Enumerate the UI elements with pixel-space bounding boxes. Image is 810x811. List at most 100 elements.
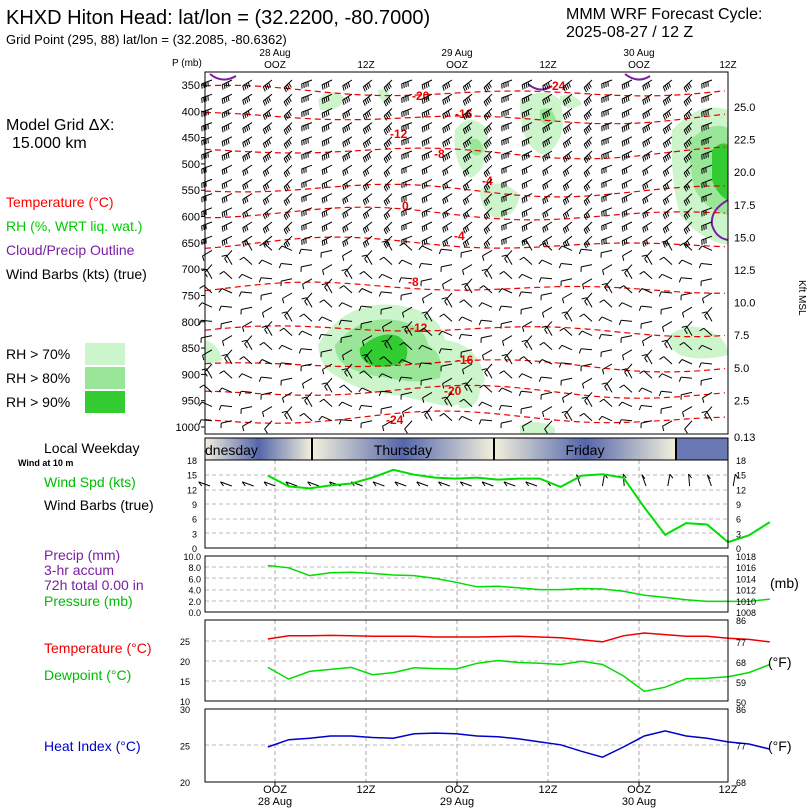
pressure-tick-label: 700 — [182, 264, 200, 276]
wind-barb-flag — [403, 111, 405, 117]
wind-barb-flag — [547, 96, 551, 102]
wind-barb-flag — [344, 240, 347, 246]
wind-barb — [321, 334, 333, 337]
wind-barb-flag — [323, 154, 326, 160]
wind-barb-flag — [586, 212, 591, 218]
wind-barb-flag — [445, 154, 449, 160]
wind-barb — [381, 273, 393, 280]
wind-barb — [461, 349, 473, 353]
wind-barb — [263, 342, 273, 351]
wind-barb-flag — [245, 182, 249, 188]
wind-barb-flag — [503, 125, 505, 131]
wind-barb-flag — [425, 153, 428, 159]
wind-barb — [621, 419, 633, 422]
wind-barb-flag — [345, 154, 349, 160]
wind-barb-flag — [220, 481, 224, 487]
wind-barb-flag — [344, 84, 347, 90]
wind-barb-flag — [364, 258, 368, 264]
wind-barb-flag — [225, 82, 228, 88]
wind-barb-flag — [286, 169, 291, 175]
wind-barb-flag — [645, 154, 649, 160]
wind-barb-flag — [447, 153, 451, 159]
wind-barb-flag — [622, 355, 625, 361]
wind-barb-flag — [327, 124, 330, 130]
top-hour-label: OOZ — [628, 60, 650, 71]
top-hour-label: 12Z — [719, 60, 736, 71]
wind-barb — [626, 368, 633, 379]
wind-barb — [344, 363, 353, 373]
wind-barb-flag — [562, 157, 566, 163]
wind-barb-flag — [268, 125, 271, 131]
wind-barb-flag — [664, 241, 668, 247]
wind-barb-flag — [304, 300, 308, 306]
wind-barb-flag — [462, 129, 466, 135]
wind-barb-flag — [466, 197, 470, 203]
wind-barb — [301, 264, 313, 268]
wind-barb — [301, 363, 313, 367]
wind-barb-flag — [486, 98, 491, 104]
wind-barb-flag — [564, 213, 568, 218]
wind-barb-flag — [625, 111, 628, 117]
wind-barb-flag — [281, 410, 287, 414]
wind-barb-flag — [645, 140, 649, 146]
wind-barb-flag — [706, 474, 711, 480]
wind-barb-flag — [298, 249, 302, 255]
wind-barb-flag — [445, 211, 449, 217]
wind-barb-flag — [623, 197, 626, 203]
wind-barb-flag — [644, 84, 647, 90]
wind-barb-flag — [327, 152, 330, 158]
wind-barb-flag — [218, 405, 222, 411]
isotherm-label: -24 — [548, 79, 566, 93]
wind-barb-flag — [362, 157, 366, 163]
wind-barb-flag — [199, 285, 205, 289]
wind-barb — [503, 481, 516, 487]
wind-barb-flag — [523, 140, 526, 146]
wind-barb-flag — [223, 240, 226, 246]
wind-barb-flag — [668, 139, 671, 145]
precip-frame — [204, 555, 729, 613]
wind-barb — [421, 263, 433, 266]
wind-barb-flag — [368, 110, 371, 116]
wind-barb-flag — [523, 112, 526, 118]
wind-barb — [384, 335, 393, 345]
wind-barb-flag — [385, 128, 389, 134]
wind-barb-flag — [344, 226, 347, 232]
wind-barb-flag — [621, 113, 624, 119]
wind-barb-flag — [221, 240, 224, 246]
wind-barb-flag — [466, 211, 470, 217]
wind-barb-flag — [425, 111, 428, 117]
wind-barb — [526, 340, 533, 351]
pressure-tick-label: 400 — [182, 106, 200, 118]
wind-barb-flag — [488, 139, 492, 145]
wind-barb-flag — [223, 211, 226, 217]
wind-barb-flag — [678, 359, 683, 364]
height-tick-label: 10.0 — [734, 298, 755, 310]
wind-barb-flag — [423, 154, 426, 160]
wind-barb-flag — [585, 85, 589, 91]
wind-barb-flag — [542, 185, 545, 191]
wind-barb — [686, 325, 693, 336]
wind-barb-flag — [222, 340, 225, 347]
wind-barb — [422, 391, 433, 399]
wind-barb-flag — [586, 126, 591, 132]
wind-barb-flag — [259, 341, 265, 346]
wind-barb-flag — [564, 241, 568, 247]
wind-barb-flag — [368, 82, 371, 88]
wind-barb — [261, 292, 273, 296]
wind-barb-flag — [644, 141, 647, 147]
wind-barb-flag — [244, 98, 247, 104]
weekday-segment-sat — [676, 438, 728, 460]
isotherm-label: -20 — [412, 89, 430, 103]
wind-barb-flag — [688, 82, 692, 88]
wind-barb-flag — [502, 340, 505, 347]
wind-barb — [281, 263, 293, 266]
wind-barb — [281, 245, 293, 251]
wind-barb-flag — [198, 302, 203, 307]
wind-barb-flag — [344, 155, 347, 161]
wind-barb — [661, 406, 673, 410]
wind-barb — [372, 481, 385, 487]
wind-barb-flag — [242, 326, 245, 332]
wind-barb-flag — [264, 99, 268, 105]
wind-barb-flag — [201, 268, 207, 272]
